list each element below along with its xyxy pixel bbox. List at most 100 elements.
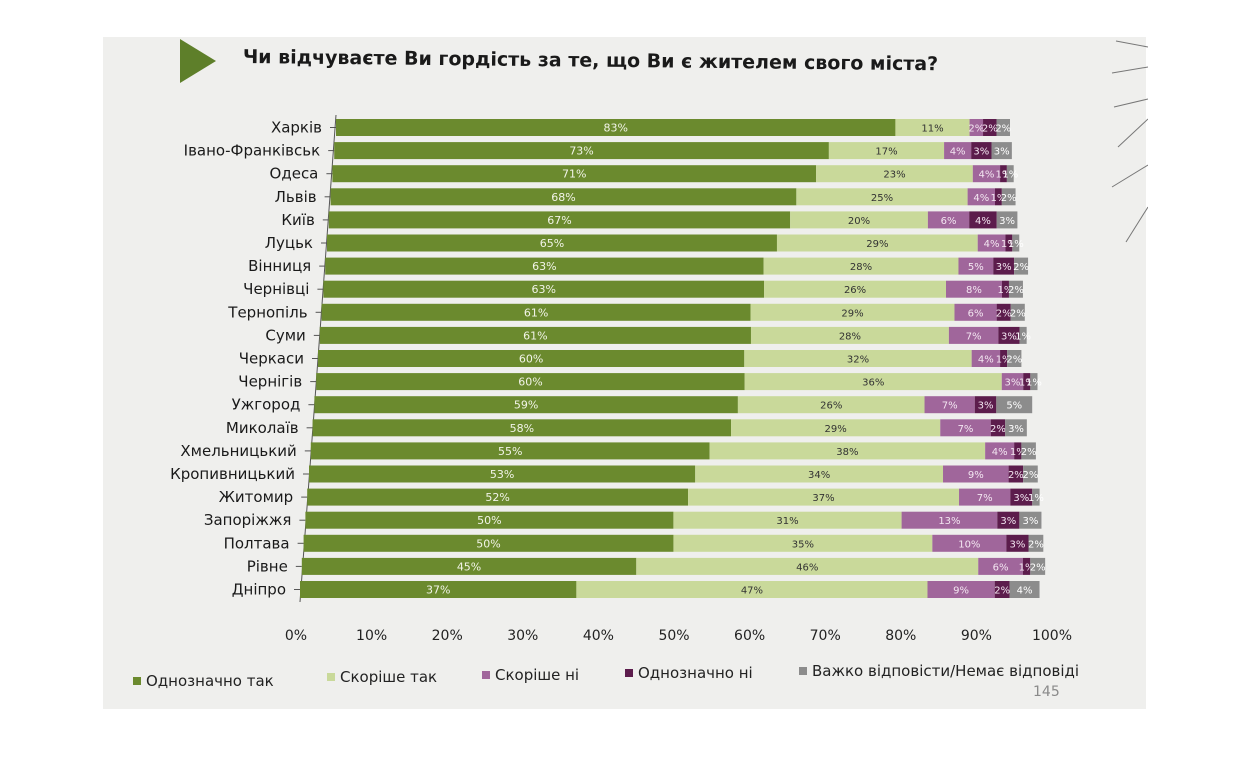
value-label: 2% bbox=[990, 424, 1006, 435]
value-label: 1% bbox=[1008, 239, 1024, 250]
value-label: 45% bbox=[457, 560, 481, 573]
bar-segment bbox=[944, 142, 972, 160]
bar-segment bbox=[1005, 234, 1013, 252]
value-label: 2% bbox=[968, 124, 984, 135]
value-label: 3% bbox=[1013, 493, 1029, 504]
legend-label: Скоріше ні bbox=[495, 666, 580, 684]
value-label: 1% bbox=[1015, 331, 1031, 342]
category-label: Львів bbox=[275, 188, 317, 206]
bar-segment bbox=[972, 165, 1001, 183]
value-label: 3% bbox=[994, 147, 1010, 158]
bar-segment bbox=[318, 350, 745, 367]
legend-label: Скоріше так bbox=[340, 668, 438, 686]
legend-item: Однозначно ні bbox=[625, 664, 753, 682]
value-label: 6% bbox=[993, 562, 1009, 573]
bar-segment bbox=[998, 326, 1020, 344]
value-label: 29% bbox=[841, 308, 863, 319]
value-label: 4% bbox=[1017, 586, 1033, 597]
value-label: 32% bbox=[847, 355, 869, 366]
x-axis-tick-label: 70% bbox=[810, 628, 841, 644]
value-label: 50% bbox=[476, 537, 500, 550]
category-label: Полтава bbox=[224, 534, 290, 552]
bar-segment bbox=[1022, 557, 1031, 575]
bar-segment bbox=[1010, 488, 1033, 506]
x-axis-tick-label: 50% bbox=[658, 628, 689, 644]
value-label: 3% bbox=[999, 216, 1015, 227]
bar-segment bbox=[750, 326, 949, 344]
category-label: Черкаси bbox=[239, 350, 304, 368]
value-label: 60% bbox=[519, 353, 543, 366]
category-label: Луцьк bbox=[265, 234, 313, 252]
value-label: 26% bbox=[820, 401, 842, 412]
category-label: Суми bbox=[265, 326, 305, 344]
bar-segment bbox=[1030, 557, 1046, 575]
value-label: 2% bbox=[1030, 562, 1046, 573]
legend-item: Скоріше так bbox=[327, 668, 437, 686]
bar-segment bbox=[314, 396, 738, 414]
bar-segment bbox=[325, 257, 764, 275]
bar-segment bbox=[323, 280, 765, 298]
bar-segment bbox=[996, 303, 1011, 321]
bar-segment bbox=[959, 488, 1011, 506]
legend-swatch bbox=[625, 669, 633, 677]
category-label: Одеса bbox=[270, 165, 319, 183]
category-label: Кропивницький bbox=[170, 465, 295, 483]
bar-segment bbox=[993, 257, 1015, 275]
category-label: Тернопіль bbox=[227, 303, 307, 321]
category-label: Чернігів bbox=[238, 373, 302, 391]
bar-segment bbox=[932, 534, 1007, 552]
value-label: 5% bbox=[1006, 401, 1022, 412]
value-label: 29% bbox=[825, 424, 847, 435]
value-label: 1% bbox=[1010, 447, 1026, 458]
category-label: Хмельницький bbox=[180, 442, 296, 460]
bar-segment bbox=[1001, 373, 1024, 391]
bar-segment bbox=[790, 211, 928, 229]
category-label: Ужгород bbox=[232, 396, 301, 414]
bar-segment bbox=[336, 119, 896, 136]
x-axis-tick-label: 60% bbox=[734, 628, 765, 644]
value-label: 1% bbox=[990, 193, 1006, 204]
bar-segment bbox=[971, 350, 1001, 367]
value-label: 4% bbox=[984, 239, 1000, 250]
bar-segment bbox=[763, 257, 959, 275]
bar-segment bbox=[305, 511, 674, 529]
bar-segment bbox=[327, 234, 777, 252]
bar-segment bbox=[954, 303, 997, 321]
bar-segment bbox=[1006, 534, 1029, 552]
bar-segment bbox=[927, 581, 995, 598]
bar-segment bbox=[332, 165, 817, 183]
bar-segment bbox=[1014, 257, 1029, 275]
bar-segment bbox=[985, 442, 1015, 460]
bar-segment bbox=[983, 119, 997, 136]
bar-segment bbox=[828, 142, 945, 160]
bar-segment bbox=[948, 326, 999, 344]
bar-segment bbox=[328, 211, 791, 229]
value-label: 58% bbox=[510, 422, 534, 435]
category-label: Миколаїв bbox=[226, 419, 299, 437]
value-label: 17% bbox=[875, 147, 897, 158]
value-label: 36% bbox=[862, 378, 884, 389]
bar-segment bbox=[990, 419, 1006, 437]
bar-segment bbox=[978, 557, 1023, 575]
bar-segment bbox=[330, 188, 797, 206]
bar-segment bbox=[301, 557, 637, 575]
value-label: 1% bbox=[1019, 378, 1035, 389]
value-label: 2% bbox=[1006, 355, 1022, 366]
bar-segment bbox=[303, 534, 674, 552]
bar-segment bbox=[1006, 165, 1014, 183]
x-axis-tick-label: 40% bbox=[583, 628, 614, 644]
bar-segment bbox=[945, 280, 1002, 298]
value-label: 47% bbox=[741, 586, 763, 597]
bar-segment bbox=[731, 419, 941, 437]
value-label: 4% bbox=[978, 355, 994, 366]
x-axis-tick-label: 80% bbox=[885, 628, 916, 644]
x-axis-tick-label: 0% bbox=[285, 628, 307, 644]
value-label: 35% bbox=[792, 539, 814, 550]
bar-segment bbox=[319, 326, 751, 344]
value-label: 2% bbox=[982, 124, 998, 135]
bar-segment bbox=[994, 581, 1010, 598]
legend-item: Скоріше ні bbox=[482, 666, 579, 684]
value-label: 9% bbox=[953, 586, 969, 597]
value-label: 1% bbox=[998, 285, 1014, 296]
value-label: 73% bbox=[569, 145, 593, 158]
